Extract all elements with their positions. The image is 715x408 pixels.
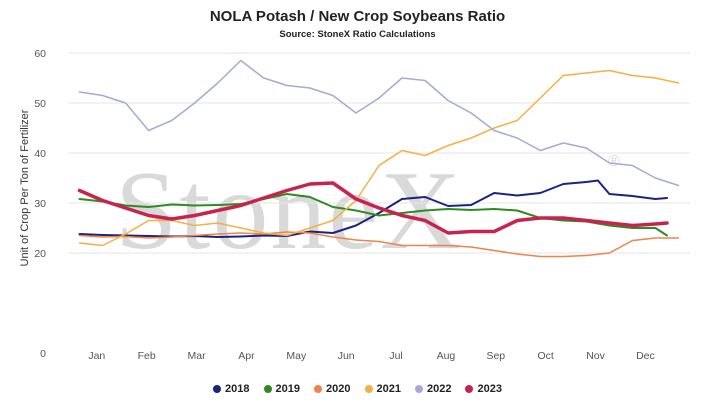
y-tick-label: 50 (34, 98, 46, 110)
y-tick-labels: 0 20 30 40 50 60 (34, 48, 46, 360)
series-line-2020 (78, 231, 680, 258)
x-tick-label: Sep (486, 350, 505, 362)
legend-label: 2021 (376, 383, 401, 395)
legend-label: 2023 (477, 383, 502, 395)
x-tick-label: Mar (187, 350, 206, 362)
legend-item-2021[interactable]: 2021 (364, 383, 401, 395)
grid-layer (68, 52, 690, 254)
y-axis-label: Unit of Crop Per Ton of Fertilizer (19, 109, 31, 266)
y-tick-label: 40 (34, 148, 46, 160)
watermark-text: StoneX (115, 149, 463, 273)
x-tick-label: Aug (437, 350, 456, 362)
legend-item-2020[interactable]: 2020 (314, 383, 351, 395)
x-tick-labels: Jan Feb Mar Apr May Jun Jul Aug Sep Oct Nov Dec (88, 350, 654, 362)
y-tick-label: 60 (34, 48, 46, 60)
legend-item-2018[interactable]: 2018 (213, 383, 250, 395)
x-tick-label: Dec (636, 350, 655, 362)
legend-item-2019[interactable]: 2019 (263, 383, 301, 395)
legend-item-2023[interactable]: 2023 (465, 383, 502, 395)
watermark-layer: StoneX ® (115, 149, 620, 273)
x-tick-label: Apr (238, 350, 255, 362)
x-tick-label: Jul (389, 350, 402, 362)
legend-marker-icon (314, 385, 323, 393)
legend-marker-icon (263, 385, 272, 393)
legend: 2018 2019 2020 2021 2022 2023 (0, 383, 715, 395)
x-tick-label: Nov (586, 350, 605, 362)
y-tick-label: 20 (34, 248, 46, 260)
legend-item-2022[interactable]: 2022 (414, 383, 452, 395)
watermark-registered-mark: ® (608, 153, 620, 170)
series-line-2021 (78, 69, 680, 247)
legend-label: 2020 (326, 383, 351, 395)
series-layer (77, 59, 680, 258)
legend-marker-icon (414, 385, 423, 393)
legend-label: 2022 (426, 383, 452, 395)
legend-marker-icon (213, 385, 222, 393)
x-tick-label: Jan (88, 350, 105, 362)
legend-label: 2018 (225, 383, 250, 395)
legend-marker-icon (465, 385, 474, 393)
series-line-2023 (77, 181, 669, 235)
x-tick-label: May (286, 350, 307, 362)
series-line-2022 (78, 59, 680, 187)
y-tick-label: 0 (40, 348, 46, 360)
x-tick-label: Jun (338, 350, 355, 362)
x-tick-label: Oct (538, 350, 554, 362)
chart-subtitle: Source: StoneX Ratio Calculations (279, 29, 436, 40)
y-tick-label: 30 (34, 198, 46, 210)
x-tick-label: Feb (138, 350, 156, 362)
chart-title: NOLA Potash / New Crop Soybeans Ratio (209, 8, 506, 25)
legend-label: 2019 (275, 383, 301, 395)
legend-marker-icon (364, 385, 373, 393)
